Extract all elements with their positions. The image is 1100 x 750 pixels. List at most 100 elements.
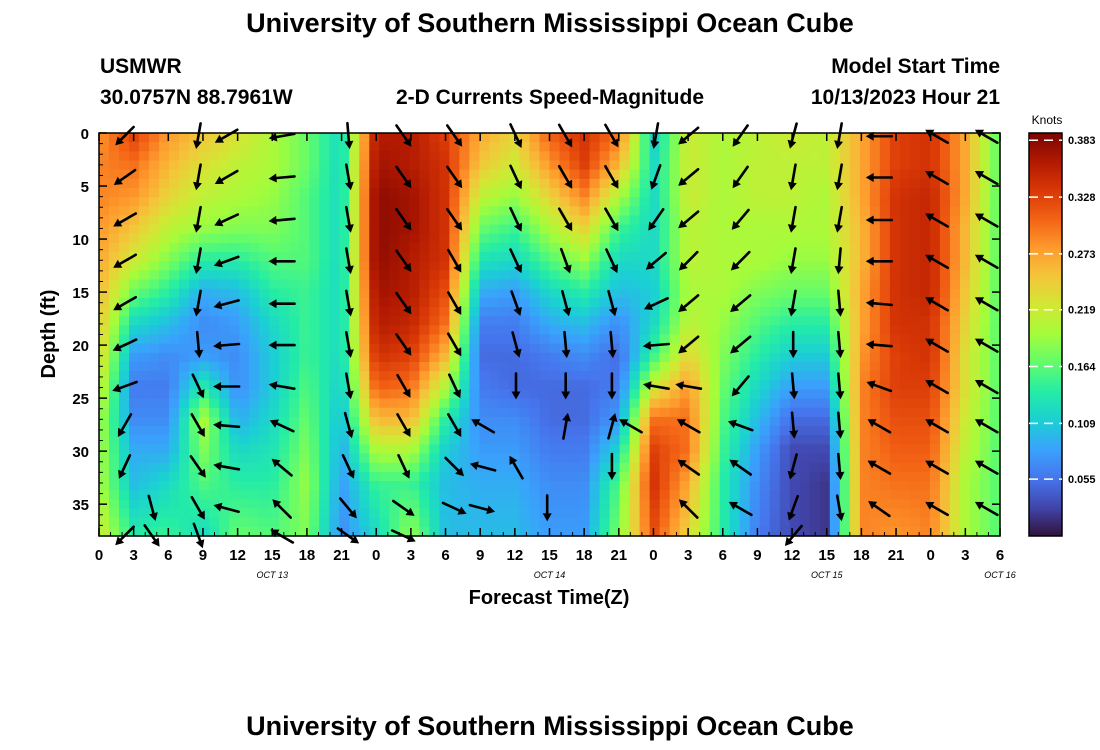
heat-cell [479,380,491,391]
current-arrow [865,298,894,308]
heat-cell [759,288,771,299]
heat-cell [559,316,571,326]
heat-cell [389,169,400,180]
heat-cell [919,316,931,326]
heat-cell [599,307,611,317]
heat-cell [109,334,120,345]
heat-cell [929,197,941,207]
heat-cell [109,270,120,281]
heat-cell [199,252,210,262]
heat-cell [709,142,721,152]
heat-cell [259,371,270,381]
heat-cell [709,371,721,381]
heat-cell [779,197,791,207]
arrow-head [272,499,282,509]
heat-cell [389,380,400,391]
arrow-head [344,349,354,358]
heat-cell [219,325,230,336]
heat-cell [259,453,270,464]
heat-cell [869,481,881,491]
heat-cell [669,242,681,253]
heat-cell [379,215,390,226]
heat-cell [209,453,220,464]
heat-cell [589,435,601,446]
heat-cell [579,151,591,162]
heat-cell [179,453,190,464]
heat-cell [389,462,400,473]
heat-cell [489,352,501,363]
heat-cell [629,252,641,262]
heat-cell [259,197,270,207]
heat-cell [219,142,230,152]
heat-cell [599,252,611,262]
heat-cell [489,297,501,308]
arrow-shaft [872,383,893,393]
heat-cell [889,187,901,198]
heat-cell [409,261,420,271]
heat-cell [159,481,170,491]
heat-cell [819,490,831,500]
heat-cell [859,151,871,162]
heat-cell [349,133,360,143]
heat-cell [129,508,140,519]
current-arrow [643,381,670,391]
heat-cell [279,343,290,354]
heat-cell [299,407,310,418]
heat-cell [819,435,831,446]
heat-cell [769,471,781,482]
arrow-head [678,344,688,354]
heat-cell [859,270,871,281]
heat-cell [959,252,971,262]
heat-cell [649,169,661,180]
heat-cell [939,490,951,500]
heat-cell [649,206,661,217]
heat-cell [229,444,240,455]
heat-cell [349,288,360,299]
heat-cell [199,160,210,171]
heat-cell [829,297,841,308]
heat-cell [429,380,440,391]
arrow-head [213,258,223,268]
heat-cell [279,508,290,519]
heat-cell [839,416,851,427]
heat-cell [669,389,681,400]
heat-cell [369,279,380,290]
heat-cell [949,215,961,226]
heat-cell [919,133,931,143]
heat-cell [559,526,571,537]
heat-cell [509,499,521,510]
arrow-head [213,420,222,430]
heat-cell [869,407,881,418]
heat-cell [749,169,761,180]
current-arrow [193,247,202,275]
heat-cell [319,151,330,162]
heat-cell [279,261,290,271]
heat-cell [319,187,330,198]
heat-cell [499,252,511,262]
heat-cell [689,133,701,143]
heat-cell [729,169,741,180]
arrow-head [115,136,125,146]
heat-cell [939,462,951,473]
heat-cell [859,297,871,308]
heat-cell [619,508,631,519]
heat-cell [369,435,380,446]
heat-cell [849,343,861,354]
heat-cell [189,389,200,400]
heat-cell [659,398,671,409]
heat-cell [419,279,430,290]
heat-cell [779,462,791,473]
heat-cell [109,426,120,436]
heat-cell [909,270,921,281]
heat-cell [259,316,270,326]
heat-cell [279,526,290,537]
heat-cell [119,508,130,519]
heat-cell [859,499,871,510]
arrow-head [607,391,617,400]
heat-cell [599,334,611,345]
heat-cell [459,279,471,290]
heat-cell [419,435,430,446]
heat-cell [609,499,621,510]
arrow-head [113,176,123,185]
heat-cell [369,462,380,473]
